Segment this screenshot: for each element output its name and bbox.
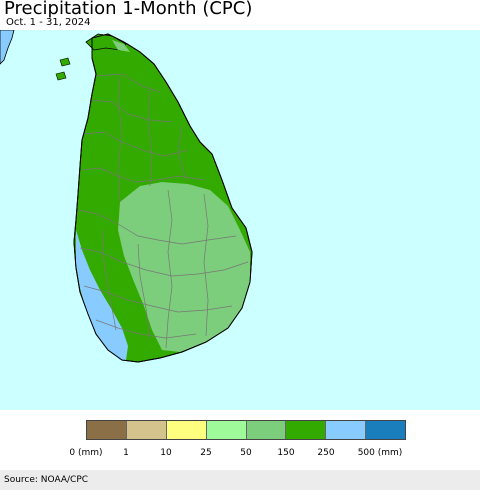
legend-swatch-10	[166, 421, 207, 439]
coastline	[73, 33, 253, 363]
date-range: Oct. 1 - 31, 2024	[6, 17, 91, 28]
legend-label-500: 500 (mm)	[357, 448, 403, 458]
legend-swatch-500	[366, 421, 405, 439]
source-credit: Source: NOAA/CPC	[4, 475, 89, 485]
legend-swatch-50	[246, 421, 287, 439]
legend-label-50: 50	[240, 448, 252, 458]
legend-swatch-1	[126, 421, 167, 439]
legend-swatch-0	[87, 421, 127, 439]
islands-northwest	[55, 57, 71, 81]
footer-bar: Source: NOAA/CPC	[0, 470, 480, 490]
india-landmass	[0, 30, 15, 65]
legend-label-1: 1	[123, 448, 129, 458]
district-boundaries	[77, 73, 249, 349]
legend-label-10: 10	[160, 448, 172, 458]
precipitation-map	[0, 30, 480, 410]
legend-label-25: 25	[200, 448, 212, 458]
northern-lagoon	[112, 40, 130, 52]
legend-swatch-150	[286, 421, 327, 439]
legend-label-250: 250	[317, 448, 335, 458]
legend-labels: 0 (mm) 1 10 25 50 150 250 500 (mm)	[0, 447, 480, 461]
legend-swatch-25	[206, 421, 247, 439]
legend-swatch-250	[326, 421, 367, 439]
map-title: Precipitation 1-Month (CPC)	[4, 0, 253, 19]
precip-class-250-500	[76, 230, 128, 360]
color-legend	[86, 420, 406, 440]
legend-label-0: 0 (mm)	[69, 448, 103, 458]
precip-class-50-150	[118, 182, 250, 352]
legend-label-150: 150	[277, 448, 295, 458]
map-canvas	[0, 30, 253, 363]
